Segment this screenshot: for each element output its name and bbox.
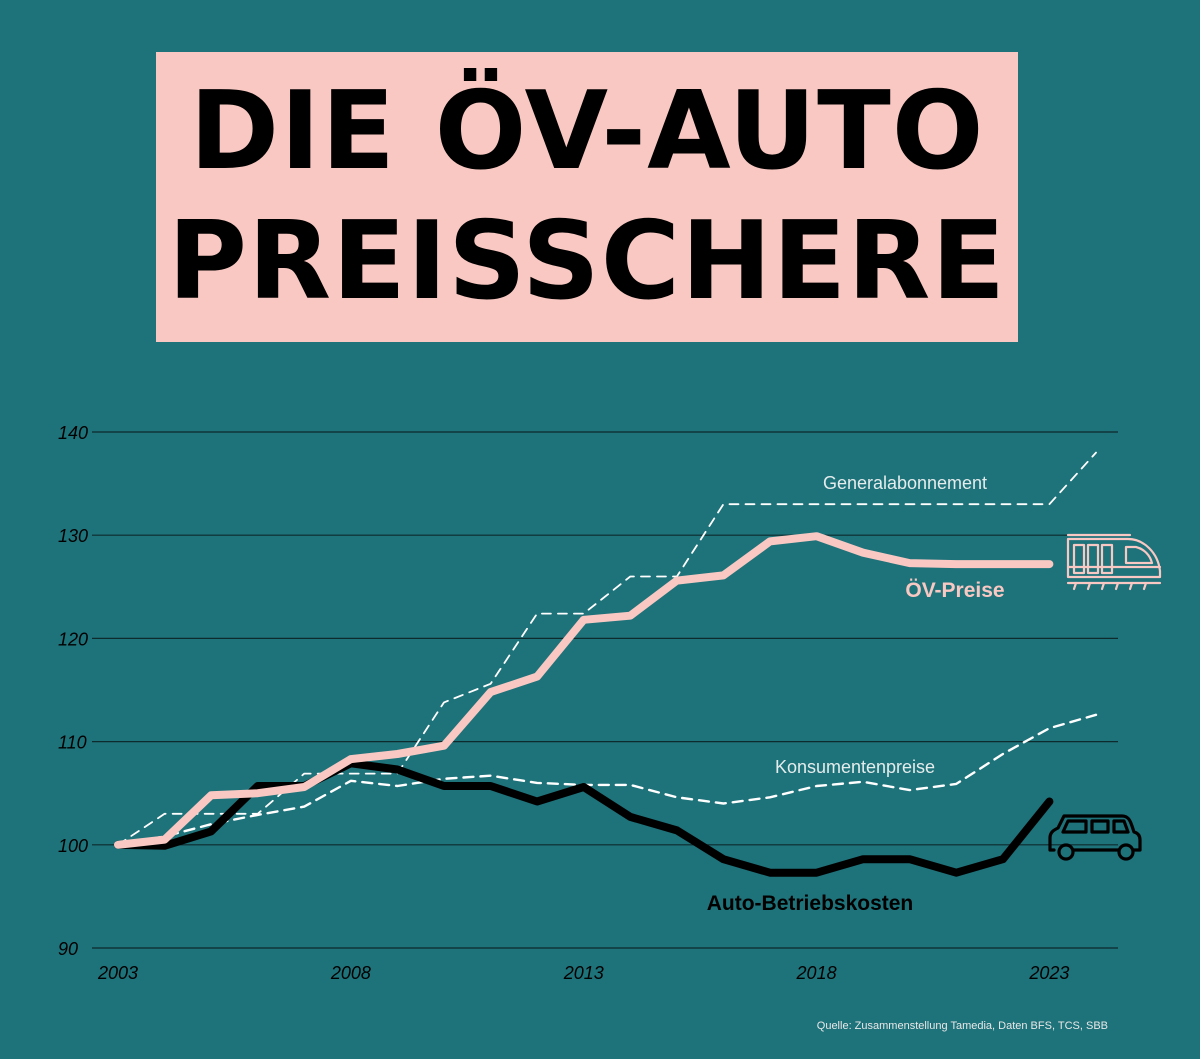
- series-label: ÖV-Preise: [905, 579, 1004, 602]
- title-line-1: DIE ÖV-AUTO: [189, 69, 985, 194]
- title-line-2: PREISSCHERE: [167, 199, 1007, 324]
- x-axis: 2003 2008 2013 2018 2023: [97, 963, 1069, 983]
- x-tick-label: 2008: [330, 963, 371, 983]
- x-tick-label: 2003: [97, 963, 138, 983]
- y-tick-label: 110: [58, 733, 87, 753]
- series-label: Konsumentenpreise: [775, 757, 935, 777]
- series-annotations: Generalabonnement ÖV-Preise Konsumentenpre…: [707, 473, 1005, 915]
- y-tick-label: 120: [58, 629, 88, 649]
- series-line-konsumentenpreise: [116, 713, 1098, 846]
- series-label: Generalabonnement: [823, 473, 987, 493]
- series-line--v-preise: [114, 532, 1054, 849]
- grid-lines: [92, 431, 1118, 949]
- car-icon: [1048, 814, 1142, 861]
- train-icon: [1066, 533, 1162, 591]
- title-banner: DIE ÖV-AUTO PREISSCHERE: [156, 52, 1018, 342]
- x-tick-label: 2023: [1028, 963, 1069, 983]
- y-tick-label: 100: [58, 836, 88, 856]
- y-tick-label: 90: [58, 939, 78, 959]
- series-label: Auto-Betriebskosten: [707, 892, 914, 915]
- series: [114, 451, 1098, 877]
- x-tick-label: 2013: [563, 963, 604, 983]
- series-line-auto-betriebskosten: [114, 759, 1054, 877]
- source-note: Quelle: Zusammenstellung Tamedia, Daten …: [816, 1020, 1108, 1032]
- y-tick-label: 140: [58, 423, 88, 443]
- y-tick-label: 130: [58, 526, 88, 546]
- y-axis: 90 100 110 120 130 140: [58, 423, 88, 959]
- x-tick-label: 2018: [796, 963, 837, 983]
